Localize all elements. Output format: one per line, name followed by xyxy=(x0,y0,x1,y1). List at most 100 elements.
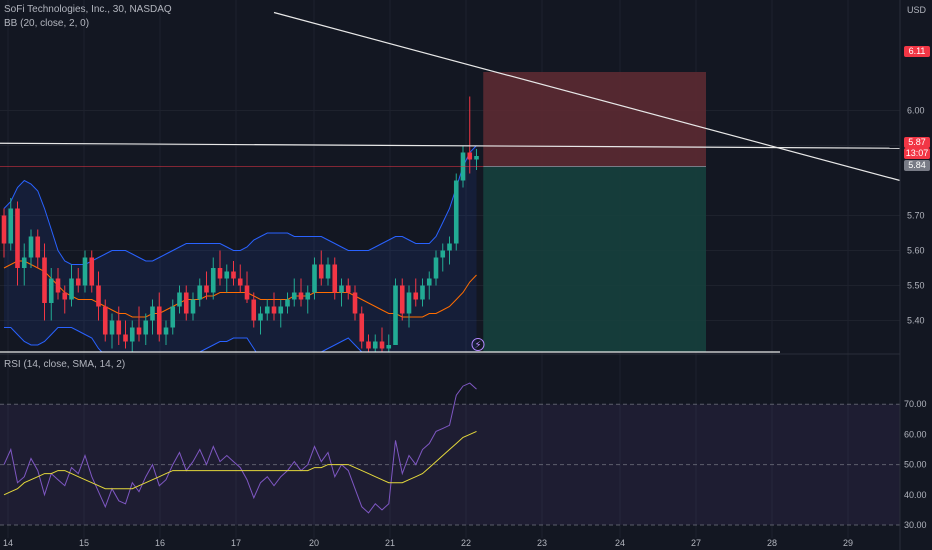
candle-body xyxy=(372,341,378,349)
candle xyxy=(399,278,405,321)
candle-body xyxy=(75,278,81,286)
candle-body xyxy=(15,208,20,268)
candle xyxy=(393,278,398,345)
candle-body xyxy=(426,278,432,286)
candle xyxy=(197,278,203,307)
candle xyxy=(325,257,331,286)
currency-label[interactable]: USD xyxy=(906,5,926,15)
candle-body xyxy=(8,208,14,244)
candle xyxy=(75,268,81,293)
candle-body xyxy=(291,292,297,300)
symbol-legend[interactable]: SoFi Technologies, Inc., 30, NASDAQ xyxy=(4,4,172,15)
candle-body xyxy=(332,264,338,293)
bollinger-lower-line xyxy=(4,327,363,352)
candle-body xyxy=(89,257,95,286)
candle xyxy=(55,268,61,300)
rsi-line xyxy=(3,382,477,514)
candle xyxy=(251,292,257,328)
candle xyxy=(177,285,182,314)
candle xyxy=(386,334,392,352)
candle xyxy=(150,299,155,335)
drawn-lines[interactable] xyxy=(0,11,901,353)
candle xyxy=(285,292,290,314)
candle-body xyxy=(197,285,203,300)
candle-body xyxy=(123,334,128,342)
candle xyxy=(447,236,452,265)
candle-body xyxy=(21,257,27,268)
price-tick-label: 5.50 xyxy=(907,281,925,291)
candle xyxy=(35,229,41,268)
candle-body xyxy=(413,292,419,300)
candle-body xyxy=(433,257,439,279)
candle-body xyxy=(271,306,277,314)
bollinger-legend[interactable]: BB (20, close, 2, 0) xyxy=(4,18,90,29)
candles xyxy=(1,96,479,352)
candle-body xyxy=(136,327,142,335)
time-tick-label: 23 xyxy=(537,538,547,548)
candle-body xyxy=(312,264,317,293)
rsi-lines xyxy=(3,382,477,514)
price-tick-label: 5.40 xyxy=(907,316,925,326)
candle xyxy=(96,271,101,321)
candle-body xyxy=(82,257,88,286)
candle xyxy=(278,299,284,328)
time-tick-label: 14 xyxy=(3,538,13,548)
candle xyxy=(82,250,88,293)
candle-body xyxy=(35,236,41,258)
candle xyxy=(224,264,230,293)
candle-body xyxy=(285,299,290,307)
candle-body xyxy=(467,152,473,160)
candle-body xyxy=(393,285,398,345)
candle xyxy=(467,96,473,174)
position-tool[interactable] xyxy=(483,72,706,352)
candle xyxy=(210,257,216,300)
alert-icon[interactable]: ⚡ xyxy=(474,340,481,351)
candle-body xyxy=(345,285,351,293)
candle xyxy=(69,264,74,307)
countdown-tag: 13:07 xyxy=(904,148,930,159)
candle xyxy=(136,306,142,342)
candle xyxy=(420,278,425,307)
candle-body xyxy=(55,278,61,293)
candle-body xyxy=(406,292,412,314)
price-tick-label: 5.60 xyxy=(907,246,925,256)
candle xyxy=(143,313,149,345)
candle xyxy=(406,285,412,328)
price-tick-label: 5.70 xyxy=(907,211,925,221)
candle-body xyxy=(298,292,304,300)
candle xyxy=(15,201,20,286)
candle-body xyxy=(399,285,405,314)
candle xyxy=(359,306,365,349)
candle xyxy=(258,306,263,335)
candle xyxy=(339,278,344,307)
time-tick-label: 22 xyxy=(461,538,471,548)
candle xyxy=(366,334,371,352)
candle xyxy=(129,320,135,352)
candle xyxy=(109,313,115,349)
rsi-levels xyxy=(0,403,900,526)
candle xyxy=(156,292,162,342)
candle xyxy=(170,299,176,335)
candle-body xyxy=(379,341,385,349)
rsi-tick-label: 40.00 xyxy=(904,490,927,500)
candle-body xyxy=(366,341,371,349)
candle xyxy=(116,306,122,345)
entry-price-tag: 5.84 xyxy=(904,160,930,171)
candle xyxy=(332,257,338,300)
candle xyxy=(237,264,243,293)
candle-body xyxy=(318,264,324,279)
candle-body xyxy=(244,285,250,300)
candle-body xyxy=(339,285,344,293)
candle xyxy=(48,268,54,321)
rsi-legend[interactable]: RSI (14, close, SMA, 14, 2) xyxy=(4,359,126,370)
candle-body xyxy=(325,264,331,279)
time-tick-label: 29 xyxy=(843,538,853,548)
candle xyxy=(372,334,378,352)
candle-body xyxy=(183,292,189,314)
candle xyxy=(231,261,236,286)
candle-body xyxy=(420,285,425,300)
rsi-tick-label: 30.00 xyxy=(904,520,927,530)
candle-body xyxy=(48,278,54,303)
candle-body xyxy=(1,215,7,244)
